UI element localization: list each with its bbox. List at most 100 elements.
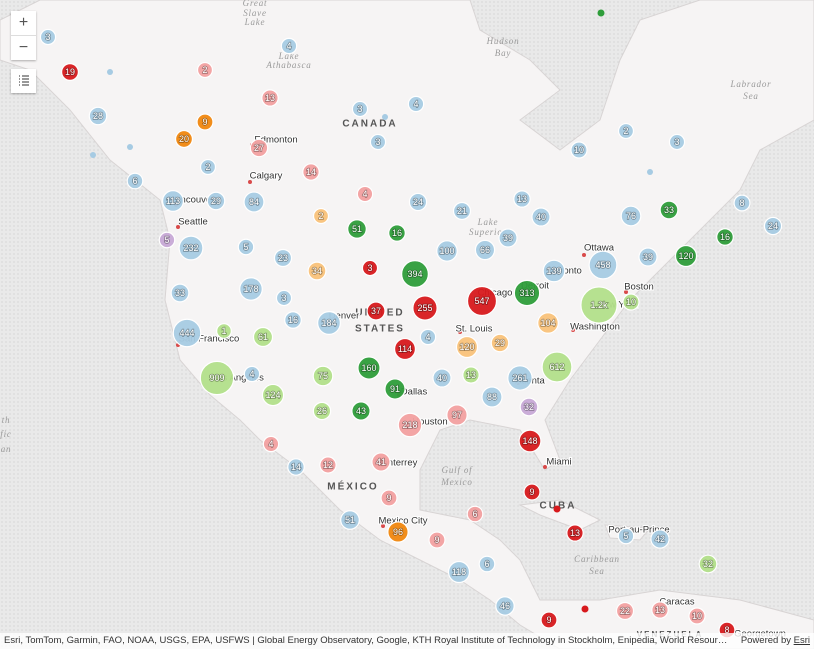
cluster[interactable]: 184: [317, 311, 341, 335]
cluster-circle[interactable]: [384, 378, 406, 400]
cluster-circle[interactable]: [523, 483, 541, 501]
cluster[interactable]: 40: [531, 207, 551, 227]
cluster-circle[interactable]: [351, 401, 371, 421]
cluster-circle[interactable]: [262, 435, 280, 453]
cluster[interactable]: 3: [361, 259, 379, 277]
cluster[interactable]: 9: [540, 611, 558, 629]
cluster-circle[interactable]: [237, 238, 255, 256]
cluster-circle[interactable]: [356, 185, 374, 203]
cluster-circle[interactable]: [178, 235, 204, 261]
cluster-circle[interactable]: [580, 286, 618, 324]
cluster-circle[interactable]: [688, 607, 706, 625]
cluster-circle[interactable]: [432, 368, 452, 388]
cluster[interactable]: 3: [39, 28, 57, 46]
cluster-circle[interactable]: [158, 231, 176, 249]
attribution[interactable]: Esri, TomTom, Garmin, FAO, NOAA, USGS, E…: [4, 635, 729, 646]
cluster-circle[interactable]: [369, 133, 387, 151]
cluster[interactable]: 178: [239, 277, 263, 301]
cluster-circle[interactable]: [650, 529, 670, 549]
point[interactable]: [553, 505, 561, 513]
cluster-circle[interactable]: [617, 527, 635, 545]
cluster-circle[interactable]: [495, 596, 515, 616]
cluster[interactable]: 10: [570, 141, 588, 159]
cluster[interactable]: 96: [387, 521, 409, 543]
cluster[interactable]: 120: [455, 335, 479, 359]
cluster[interactable]: 91: [384, 378, 406, 400]
point[interactable]: [597, 9, 605, 17]
cluster-circle[interactable]: [312, 207, 330, 225]
cluster[interactable]: 3: [275, 289, 293, 307]
cluster[interactable]: 3: [351, 100, 369, 118]
cluster[interactable]: 37: [366, 301, 386, 321]
cluster-circle[interactable]: [570, 141, 588, 159]
cluster[interactable]: 148: [518, 429, 542, 453]
cluster[interactable]: 547: [466, 285, 498, 317]
cluster[interactable]: 4: [262, 435, 280, 453]
cluster-circle[interactable]: [466, 505, 484, 523]
cluster-circle[interactable]: [474, 239, 496, 261]
cluster-circle[interactable]: [462, 366, 480, 384]
cluster[interactable]: 218: [397, 412, 423, 438]
cluster[interactable]: 232: [178, 235, 204, 261]
cluster[interactable]: 34: [307, 261, 327, 281]
cluster-circle[interactable]: [419, 328, 437, 346]
cluster[interactable]: 14: [302, 163, 320, 181]
cluster[interactable]: 120: [674, 244, 698, 268]
cluster[interactable]: 32: [519, 397, 539, 417]
cluster-circle[interactable]: [447, 560, 471, 584]
cluster[interactable]: 28: [88, 106, 108, 126]
cluster-circle[interactable]: [249, 138, 269, 158]
cluster[interactable]: 261: [507, 365, 533, 391]
cluster-circle[interactable]: [312, 401, 332, 421]
cluster-circle[interactable]: [397, 412, 423, 438]
cluster-circle[interactable]: [452, 201, 472, 221]
legend-button[interactable]: [11, 69, 36, 93]
cluster-circle[interactable]: [622, 293, 640, 311]
cluster-circle[interactable]: [388, 224, 406, 242]
cluster[interactable]: 10: [688, 607, 706, 625]
cluster[interactable]: 3: [369, 133, 387, 151]
cluster-circle[interactable]: [498, 228, 518, 248]
cluster[interactable]: 113: [161, 189, 185, 213]
cluster-circle[interactable]: [284, 311, 302, 329]
cluster-circle[interactable]: [170, 283, 190, 303]
cluster[interactable]: 75: [312, 365, 334, 387]
cluster[interactable]: 33: [170, 283, 190, 303]
cluster-circle[interactable]: [763, 216, 783, 236]
cluster-circle[interactable]: [428, 531, 446, 549]
cluster[interactable]: 33: [659, 200, 679, 220]
cluster-circle[interactable]: [408, 192, 428, 212]
cluster[interactable]: 5: [617, 527, 635, 545]
zoom-out[interactable]: −: [18, 39, 29, 56]
cluster-circle[interactable]: [307, 261, 327, 281]
cluster[interactable]: 16: [284, 311, 302, 329]
cluster-circle[interactable]: [287, 458, 305, 476]
cluster[interactable]: 97: [446, 404, 468, 426]
cluster[interactable]: 14: [287, 458, 305, 476]
cluster[interactable]: 2: [617, 122, 635, 140]
cluster[interactable]: 16: [388, 224, 406, 242]
cluster[interactable]: 394: [401, 260, 429, 288]
cluster-circle[interactable]: [537, 312, 559, 334]
cluster[interactable]: 21: [452, 201, 472, 221]
cluster[interactable]: 1.2k: [580, 286, 618, 324]
cluster-circle[interactable]: [518, 429, 542, 453]
cluster[interactable]: 909: [199, 360, 235, 396]
cluster-circle[interactable]: [519, 397, 539, 417]
cluster[interactable]: 313: [513, 279, 541, 307]
cluster-circle[interactable]: [340, 510, 360, 530]
point[interactable]: [647, 169, 653, 175]
cluster[interactable]: 13: [651, 601, 669, 619]
cluster[interactable]: 1: [216, 323, 232, 339]
cluster-circle[interactable]: [252, 326, 274, 348]
cluster-circle[interactable]: [351, 100, 369, 118]
cluster[interactable]: 9: [196, 113, 214, 131]
cluster[interactable]: 2: [196, 61, 214, 79]
cluster[interactable]: 114: [393, 337, 417, 361]
cluster[interactable]: 2: [312, 207, 330, 225]
cluster[interactable]: 4: [356, 185, 374, 203]
cluster-circle[interactable]: [88, 106, 108, 126]
cluster-circle[interactable]: [490, 333, 510, 353]
cluster-circle[interactable]: [317, 311, 341, 335]
cluster-circle[interactable]: [172, 318, 202, 348]
